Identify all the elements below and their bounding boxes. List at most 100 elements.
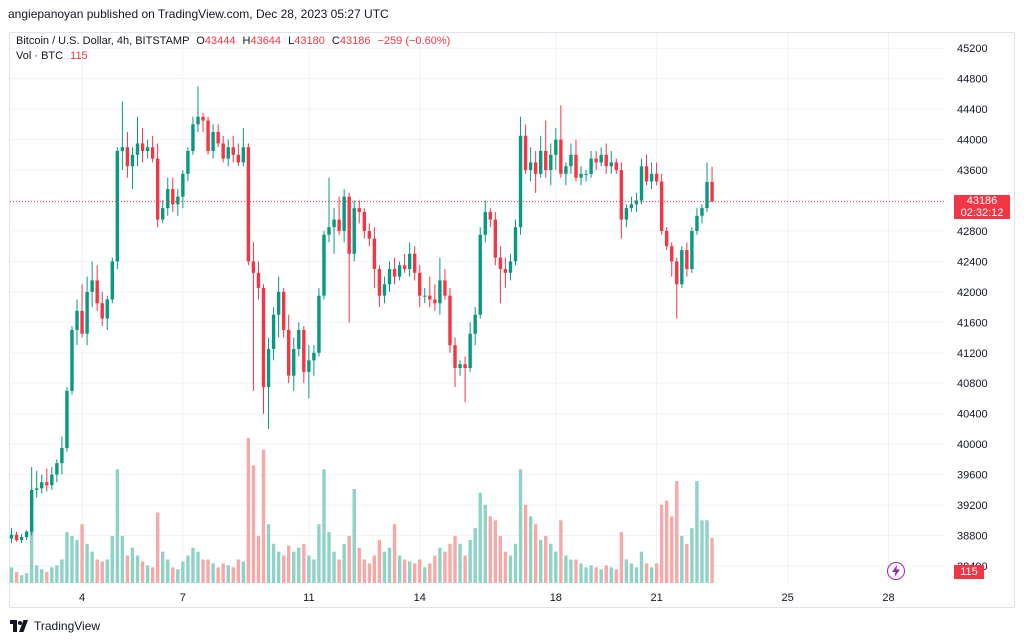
last-price-value: 43186: [966, 194, 998, 207]
volume-bar: [392, 524, 397, 583]
volume-bar: [176, 569, 180, 583]
candle-body: [120, 147, 125, 152]
candle-body: [458, 364, 462, 369]
volume-bar: [695, 481, 699, 583]
volume-bar: [498, 535, 503, 583]
candle-body: [453, 345, 457, 369]
volume-bar: [508, 555, 513, 583]
open-key: O: [196, 35, 205, 47]
volume-label[interactable]: Vol · BTC: [16, 50, 64, 62]
volume-bar: [438, 547, 442, 583]
volume-bar: [649, 567, 654, 583]
price-tick-label: 40000: [957, 439, 988, 451]
candle-body: [468, 333, 472, 369]
volume-bar: [518, 469, 523, 583]
volume-bar: [539, 539, 543, 583]
time-tick-label: 4: [79, 592, 85, 604]
candle-body: [564, 166, 568, 174]
candle-body: [413, 253, 417, 273]
candle-body: [221, 143, 225, 159]
close-key: C: [331, 35, 340, 47]
publish-line: angiepanoyan published on TradingView.co…: [8, 7, 389, 21]
candle-body: [493, 219, 498, 258]
volume-bar: [9, 567, 14, 583]
price-tick-label: 42800: [957, 226, 988, 238]
candle-body: [644, 166, 649, 182]
volume-bar: [478, 492, 482, 583]
candle-body: [599, 154, 603, 163]
candle-body: [29, 489, 34, 532]
volume-bar: [342, 543, 346, 583]
volume-bar: [201, 559, 205, 583]
candle-body: [357, 208, 361, 212]
candle-body: [518, 135, 523, 228]
candle-body: [649, 173, 654, 182]
candle-body: [438, 280, 442, 304]
volume-bar: [564, 555, 568, 583]
candle-body: [367, 230, 372, 239]
volume-bar: [161, 551, 165, 583]
footer-brand[interactable]: TradingView: [34, 619, 101, 633]
legend-row-volume: Vol · BTC 115: [16, 49, 450, 64]
volume-bar: [690, 528, 694, 583]
candle-body: [322, 234, 326, 296]
volume-bar: [685, 543, 689, 583]
lightning-alert-icon[interactable]: [887, 562, 905, 580]
volume-bar: [367, 563, 372, 583]
volume-bar: [493, 520, 498, 583]
volume-bar: [90, 551, 94, 583]
candle-body: [503, 269, 508, 273]
volume-bar: [700, 520, 704, 583]
volume-tag: 115: [954, 565, 984, 579]
candle-body: [70, 329, 74, 391]
volume-bar: [226, 565, 230, 583]
symbol-label[interactable]: Bitcoin / U.S. Dollar, 4h, BITSTAMP: [16, 35, 190, 47]
time-tick-label: 21: [650, 592, 662, 604]
candle-body: [362, 211, 366, 231]
candle-body: [448, 295, 452, 346]
last-price-tag: 43186 02:32:12: [954, 194, 1010, 219]
candle-body: [332, 219, 336, 228]
candle-body: [639, 166, 644, 201]
candle-body: [19, 537, 24, 541]
volume-bar: [347, 535, 351, 583]
change-value: −259 (−0.60%): [377, 35, 451, 47]
candle-body: [226, 147, 230, 159]
candle-body: [266, 348, 271, 388]
candle-body: [402, 265, 407, 270]
volume-bar: [216, 567, 220, 583]
candle-body: [695, 215, 699, 231]
candle-body: [624, 208, 629, 220]
volume-bar: [423, 567, 427, 583]
candle-body: [554, 139, 558, 155]
volume-bar: [644, 563, 649, 583]
candle-body: [337, 219, 341, 231]
tradingview-logo-icon[interactable]: [10, 620, 28, 632]
volume-bar: [659, 504, 664, 583]
candle-body: [392, 269, 397, 277]
candle-body: [387, 269, 392, 285]
candle-body: [155, 158, 160, 220]
chart-frame[interactable]: [9, 32, 1015, 608]
candle-body: [634, 200, 639, 205]
volume-bar: [599, 569, 603, 583]
bar-countdown: 02:32:12: [960, 206, 1004, 219]
candle-body: [241, 147, 246, 163]
candle-body: [302, 329, 306, 372]
volume-bar: [654, 563, 659, 583]
candle-body: [483, 211, 487, 235]
candle-body: [463, 364, 467, 369]
time-tick-label: 28: [882, 592, 894, 604]
time-tick-label: 7: [180, 592, 186, 604]
candle-body: [14, 534, 19, 541]
volume-bar: [377, 539, 382, 583]
candle-body: [246, 147, 251, 262]
volume-bar: [372, 555, 377, 583]
candle-body: [211, 131, 215, 152]
price-tick-label: 41600: [957, 317, 988, 329]
candle-body: [423, 295, 427, 297]
volume-bar: [271, 543, 276, 583]
candle-body: [130, 154, 135, 167]
price-tick-label: 45200: [957, 43, 988, 55]
